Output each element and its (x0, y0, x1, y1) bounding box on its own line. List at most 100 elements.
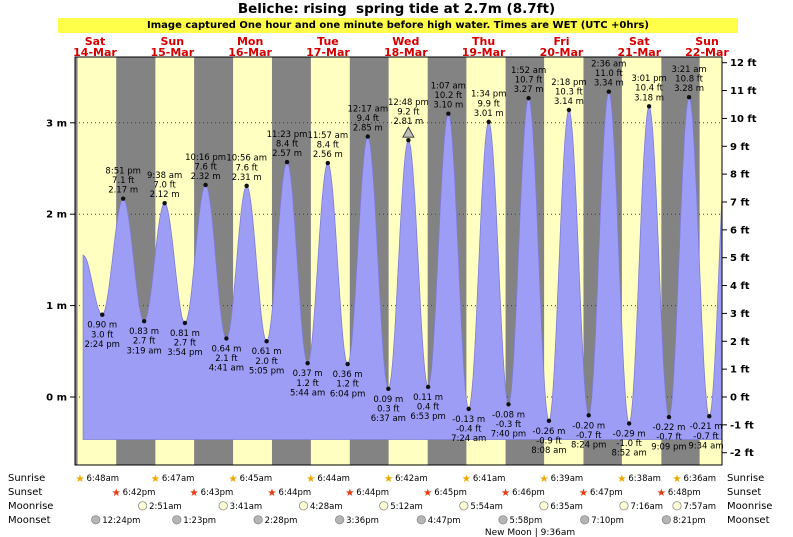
sunset-star-icon: ★ (657, 487, 666, 499)
tide-high-label: 2.17 m (108, 186, 138, 196)
tide-low-label: 0.61 m (252, 347, 282, 357)
tide-extreme-point (707, 413, 712, 419)
tide-high-label: 3.01 m (474, 109, 504, 119)
tide-high-label: 9.9 ft (478, 99, 501, 109)
moonset-time: 4:47pm (428, 516, 461, 526)
moonset-time: 8:21pm (673, 516, 706, 526)
tide-extreme-point (526, 95, 531, 101)
tide-high-label: 10.7 ft (515, 76, 543, 86)
day-label-date: 21-Mar (617, 46, 661, 59)
day-label-date: 18-Mar (384, 46, 428, 59)
tide-extreme-point (506, 402, 511, 407)
day-label-date: 14-Mar (73, 46, 117, 59)
moonset-time: 3:36pm (346, 516, 379, 526)
sunrise-star-icon: ★ (151, 473, 160, 485)
tide-low-label: -0.20 m (572, 421, 605, 431)
tide-low-label: 2.7 ft (133, 337, 156, 347)
moonset-time: 2:28pm (265, 516, 298, 526)
day-label-dow: Thu (472, 35, 495, 48)
y-axis-right-label: 6 ft (730, 225, 750, 236)
sunrise-star-icon: ★ (539, 473, 548, 485)
y-axis-right-label: 11 ft (730, 86, 757, 97)
tide-low-label: 1.2 ft (336, 380, 359, 390)
sunset-star-icon: ★ (423, 487, 432, 499)
tide-high-label: 3.10 m (433, 101, 463, 111)
day-label-dow: Sun (160, 35, 184, 48)
moonrise-time: 2:51am (149, 502, 182, 512)
tide-low-label: -0.3 ft (496, 420, 522, 430)
astro-row-label-left: Moonrise (8, 501, 53, 512)
y-axis-right-label: 8 ft (730, 170, 750, 181)
moonrise-icon (619, 501, 629, 511)
sunset-time: 6:46pm (512, 488, 545, 498)
tide-extreme-point (141, 318, 147, 324)
tide-high-label: 2.32 m (191, 172, 221, 182)
tide-extreme-point (406, 137, 411, 143)
astro-row-label-left: Sunrise (8, 473, 45, 484)
day-label-dow: Fri (553, 35, 569, 48)
sunset-star-icon: ★ (189, 487, 198, 499)
tide-high-label: 8.4 ft (317, 140, 340, 150)
y-axis-left-label: 2 m (46, 210, 67, 221)
tide-high-label: 9:38 am (147, 171, 182, 181)
astro-row-label-right: Sunrise (727, 473, 764, 484)
moonrise-time: 5:12am (390, 502, 423, 512)
tide-low-label: 0.4 ft (417, 403, 440, 413)
tide-high-label: 12:48 pm (388, 98, 429, 108)
tide-high-label: 3.18 m (634, 93, 664, 103)
tide-low-label: 0.09 m (373, 395, 403, 405)
y-axis-right-label: 12 ft (730, 58, 757, 69)
astro-row-label-right: Moonset (727, 515, 770, 526)
sunrise-time: 6:41am (473, 474, 506, 484)
tide-low-label: -0.9 ft (536, 436, 562, 446)
moonrise-time: 3:41am (230, 502, 263, 512)
tide-high-label: 9.4 ft (357, 114, 380, 124)
moonset-time: 12:24pm (102, 516, 140, 526)
y-axis-right-label: 7 ft (730, 197, 750, 208)
chart-title: Beliche: rising spring tide at 2.7m (8.7… (237, 1, 556, 17)
tide-low-label: -0.7 ft (576, 431, 602, 441)
tide-low-label: 5:05 pm (249, 366, 284, 376)
y-axis-right-label: -1 ft (730, 420, 754, 431)
tide-low-label: 0.11 m (413, 393, 443, 403)
tide-low-label: 3:19 am (126, 346, 161, 356)
day-label-dow: Mon (237, 35, 263, 48)
day-label-date: 16-Mar (228, 46, 272, 59)
moonset-icon (580, 515, 590, 525)
tide-area (82, 90, 723, 440)
moonrise-time: 5:54am (470, 502, 503, 512)
sunrise-time: 6:44am (317, 474, 350, 484)
tide-high-label: 7.6 ft (235, 163, 258, 173)
moonrise-time: 4:28am (310, 502, 343, 512)
tide-low-label: 7:40 pm (491, 430, 526, 440)
tide-extreme-point (686, 95, 692, 100)
tide-high-label: 1:34 pm (471, 90, 506, 100)
tide-extreme-point (284, 159, 290, 165)
sunrise-star-icon: ★ (75, 473, 84, 485)
day-label-dow: Tue (317, 35, 339, 48)
sunset-time: 6:43pm (201, 488, 234, 498)
sunrise-star-icon: ★ (306, 473, 315, 485)
tide-low-label: 0.90 m (87, 321, 117, 331)
tide-low-label: 6:37 am (371, 414, 406, 424)
tide-high-label: 2.56 m (313, 150, 343, 160)
day-label-date: 20-Mar (540, 46, 584, 59)
tide-high-label: 11:57 am (307, 131, 348, 141)
tide-low-label: 0.81 m (170, 329, 200, 339)
sunrise-time: 6:48am (87, 474, 120, 484)
caption-banner: Image captured One hour and one minute b… (58, 18, 738, 33)
astro-row-label-left: Moonset (8, 515, 51, 526)
sunset-time: 6:42pm (123, 488, 156, 498)
tide-extreme-point (224, 336, 229, 341)
tide-low-label: -1.0 ft (616, 439, 642, 449)
tide-extreme-point (365, 134, 370, 139)
tide-high-label: 7.6 ft (194, 162, 217, 172)
sunrise-time: 6:38am (628, 474, 661, 484)
new-moon-label: New Moon | 9:36am (485, 528, 575, 537)
y-axis-left-label: 3 m (46, 118, 67, 129)
moonrise-icon (138, 501, 148, 511)
tide-low-label: 2.7 ft (174, 339, 197, 349)
y-axis-right-label: 10 ft (730, 114, 757, 125)
